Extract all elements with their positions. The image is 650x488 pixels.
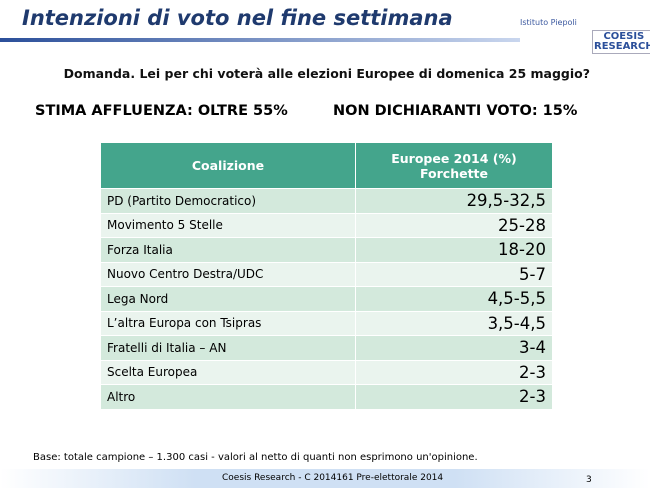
logo-left: Istituto Piepoli xyxy=(520,18,577,27)
footer-text: Coesis Research - C 2014161 Pre-elettora… xyxy=(222,473,444,483)
range-cell: 4,5-5,5 xyxy=(355,286,553,312)
title: Intenzioni di voto nel fine settimana xyxy=(22,6,453,30)
range-cell: 2-3 xyxy=(355,384,553,410)
range-cell: 29,5-32,5 xyxy=(355,188,553,214)
party-cell: PD (Partito Democratico) xyxy=(100,188,356,214)
table-row: Movimento 5 Stelle 25-28 xyxy=(100,212,553,238)
party-cell: Movimento 5 Stelle xyxy=(100,212,356,238)
party-cell: Altro xyxy=(100,384,356,410)
range-cell: 25-28 xyxy=(355,212,553,238)
range-cell: 2-3 xyxy=(355,359,553,385)
note: Base: totale campione – 1.300 casi - val… xyxy=(33,452,478,463)
column-header: Europee 2014 (%) Forchette xyxy=(355,142,553,189)
party-cell: Forza Italia xyxy=(100,237,356,263)
header-sublabel: Forchette xyxy=(420,165,488,181)
title-rule xyxy=(0,38,520,42)
party-cell: Nuovo Centro Destra/UDC xyxy=(100,261,356,287)
party-cell: Fratelli di Italia – AN xyxy=(100,335,356,361)
header-label: Europee 2014 (%) xyxy=(391,150,517,166)
range-cell: 18-20 xyxy=(355,237,553,263)
header-row: Coalizione Europee 2014 (%) Forchette xyxy=(100,142,553,189)
question: Domanda. Lei per chi voterà alle elezion… xyxy=(63,66,590,81)
stat: NON DICHIARANTI VOTO: 15% xyxy=(333,103,578,119)
party-cell: Lega Nord xyxy=(100,286,356,312)
range-cell: 3-4 xyxy=(355,335,553,361)
table-row: Scelta Europea 2-3 xyxy=(100,359,553,385)
table-row: Lega Nord 4,5-5,5 xyxy=(100,286,553,312)
party-cell: L’altra Europa con Tsipras xyxy=(100,310,356,336)
footer-band xyxy=(0,469,650,488)
table: Coalizione Europee 2014 (%) Forchette PD … xyxy=(100,142,553,410)
range-cell: 5-7 xyxy=(355,261,553,287)
logo-text: RESEARCH xyxy=(594,41,650,52)
column-header: Coalizione xyxy=(100,142,356,189)
table-body: PD (Partito Democratico) 29,5-32,5 Movimen… xyxy=(100,188,553,410)
table-row: PD (Partito Democratico) 29,5-32,5 xyxy=(100,188,553,214)
table-row: Nuovo Centro Destra/UDC 5-7 xyxy=(100,261,553,287)
page-number: 3 xyxy=(586,475,592,485)
stat: STIMA AFFLUENZA: OLTRE 55% xyxy=(35,103,288,119)
party-cell: Scelta Europea xyxy=(100,359,356,385)
table-row: Fratelli di Italia – AN 3-4 xyxy=(100,335,553,361)
table-row: Forza Italia 18-20 xyxy=(100,237,553,263)
range-cell: 3,5-4,5 xyxy=(355,310,553,336)
table-row: L’altra Europa con Tsipras 3,5-4,5 xyxy=(100,310,553,336)
table-row: Altro 2-3 xyxy=(100,384,553,410)
logo-text: COESIS xyxy=(603,31,645,42)
logo-right: COESIS RESEARCH xyxy=(592,30,650,54)
